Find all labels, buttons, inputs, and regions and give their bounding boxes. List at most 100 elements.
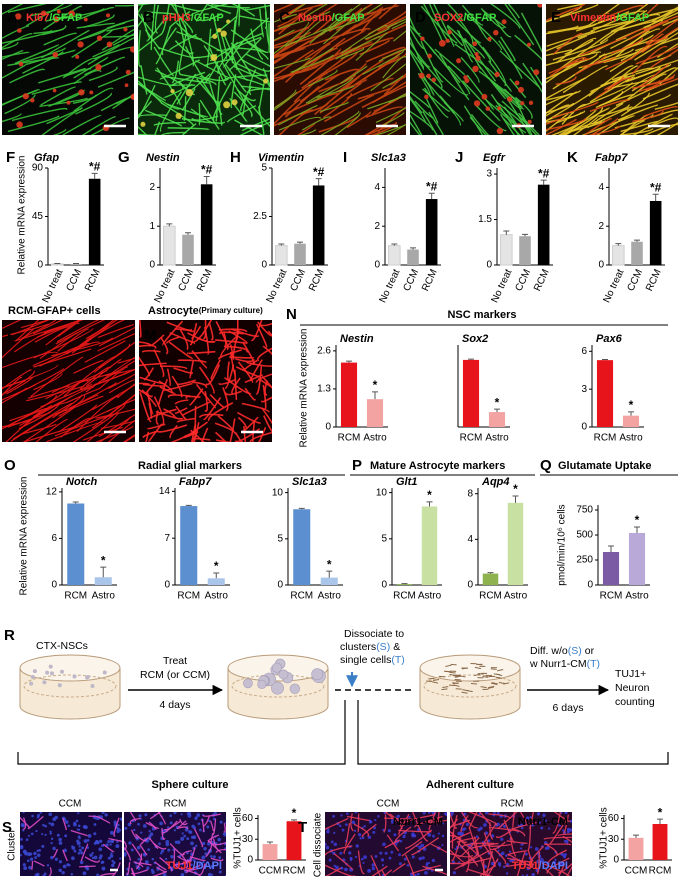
bar	[537, 184, 550, 265]
fiber	[562, 109, 597, 135]
bracket	[357, 700, 669, 765]
cell	[453, 675, 460, 678]
fiber	[40, 86, 77, 106]
dish-top	[419, 654, 521, 682]
fiber	[208, 322, 214, 341]
cell	[418, 72, 425, 79]
fiber	[230, 74, 237, 109]
cell	[393, 833, 397, 837]
fiber	[209, 393, 225, 409]
x-tick-label: RCM	[64, 591, 87, 602]
fiber	[527, 850, 534, 868]
fiber	[506, 840, 528, 844]
fiber	[277, 12, 303, 28]
fiber	[139, 392, 152, 423]
fiber	[262, 345, 272, 356]
fiber	[62, 114, 102, 135]
cell	[90, 683, 95, 688]
stain: Ki67	[26, 12, 49, 24]
fiber	[493, 18, 512, 38]
cell	[64, 820, 69, 824]
fiber	[231, 4, 256, 17]
fiber	[223, 822, 226, 833]
cell	[432, 678, 440, 682]
fiber	[259, 8, 265, 38]
bar	[500, 234, 513, 266]
cell	[50, 842, 53, 845]
cell	[374, 818, 377, 822]
y-tick-label: 10	[272, 487, 284, 498]
y-tick-label: 4	[374, 182, 380, 193]
fiber	[9, 68, 46, 84]
fiber	[255, 373, 272, 383]
micrograph	[274, 4, 406, 135]
cell	[180, 872, 185, 876]
cell	[160, 849, 165, 853]
cell	[210, 873, 214, 876]
y-axis-label: Relative mRNA expression	[19, 477, 30, 596]
y-tick-label: 10	[376, 487, 388, 498]
cell	[149, 832, 154, 836]
cell	[351, 820, 355, 824]
fiber	[239, 121, 270, 135]
fiber	[506, 98, 532, 135]
fiber	[555, 76, 577, 86]
cell	[231, 99, 238, 106]
fiber	[72, 94, 98, 105]
fiber	[108, 373, 135, 390]
fiber	[280, 47, 338, 80]
error-bar	[315, 178, 322, 186]
fiber	[7, 57, 59, 67]
fiber	[662, 18, 678, 27]
fiber	[14, 44, 59, 65]
fiber	[153, 349, 165, 378]
y-tick-label: 0	[247, 855, 253, 866]
cell	[411, 832, 415, 836]
cell	[218, 870, 222, 874]
cell	[17, 28, 22, 33]
fiber	[512, 821, 537, 830]
cell	[111, 859, 114, 863]
fiber	[210, 857, 224, 862]
fiber	[552, 812, 561, 834]
cell	[472, 41, 478, 47]
micrograph	[138, 4, 270, 135]
fiber	[486, 858, 499, 876]
fiber	[234, 431, 243, 442]
fiber	[32, 342, 90, 367]
fiber	[644, 77, 678, 92]
fiber	[190, 424, 197, 442]
y-tick-label: 60	[608, 813, 620, 824]
fiber	[113, 817, 120, 837]
fiber	[659, 37, 678, 45]
fiber	[410, 35, 425, 68]
fiber	[589, 117, 618, 135]
fiber	[139, 382, 150, 386]
step-condition: RCM (or CCM)	[140, 669, 210, 681]
fiber	[581, 56, 617, 68]
fiber	[212, 81, 232, 121]
cell	[102, 670, 107, 675]
fiber	[528, 845, 544, 865]
fiber	[239, 85, 253, 111]
fiber	[490, 841, 506, 851]
fiber	[341, 24, 388, 54]
x-tick-label: CCM	[289, 268, 309, 293]
panel-letter: E	[551, 9, 561, 26]
fiber	[346, 77, 394, 99]
fiber	[603, 77, 632, 91]
option-code: (S)	[568, 645, 582, 657]
fiber	[237, 411, 261, 424]
fiber	[645, 37, 669, 45]
fiber	[165, 336, 180, 344]
fiber	[190, 108, 215, 124]
cell	[26, 859, 30, 863]
fiber	[274, 17, 318, 58]
stain: Vimentin	[570, 12, 617, 24]
fiber	[503, 819, 515, 844]
fiber	[304, 4, 329, 18]
fiber	[434, 48, 466, 76]
cell	[402, 834, 406, 839]
fiber	[210, 820, 215, 832]
fiber	[410, 95, 423, 114]
